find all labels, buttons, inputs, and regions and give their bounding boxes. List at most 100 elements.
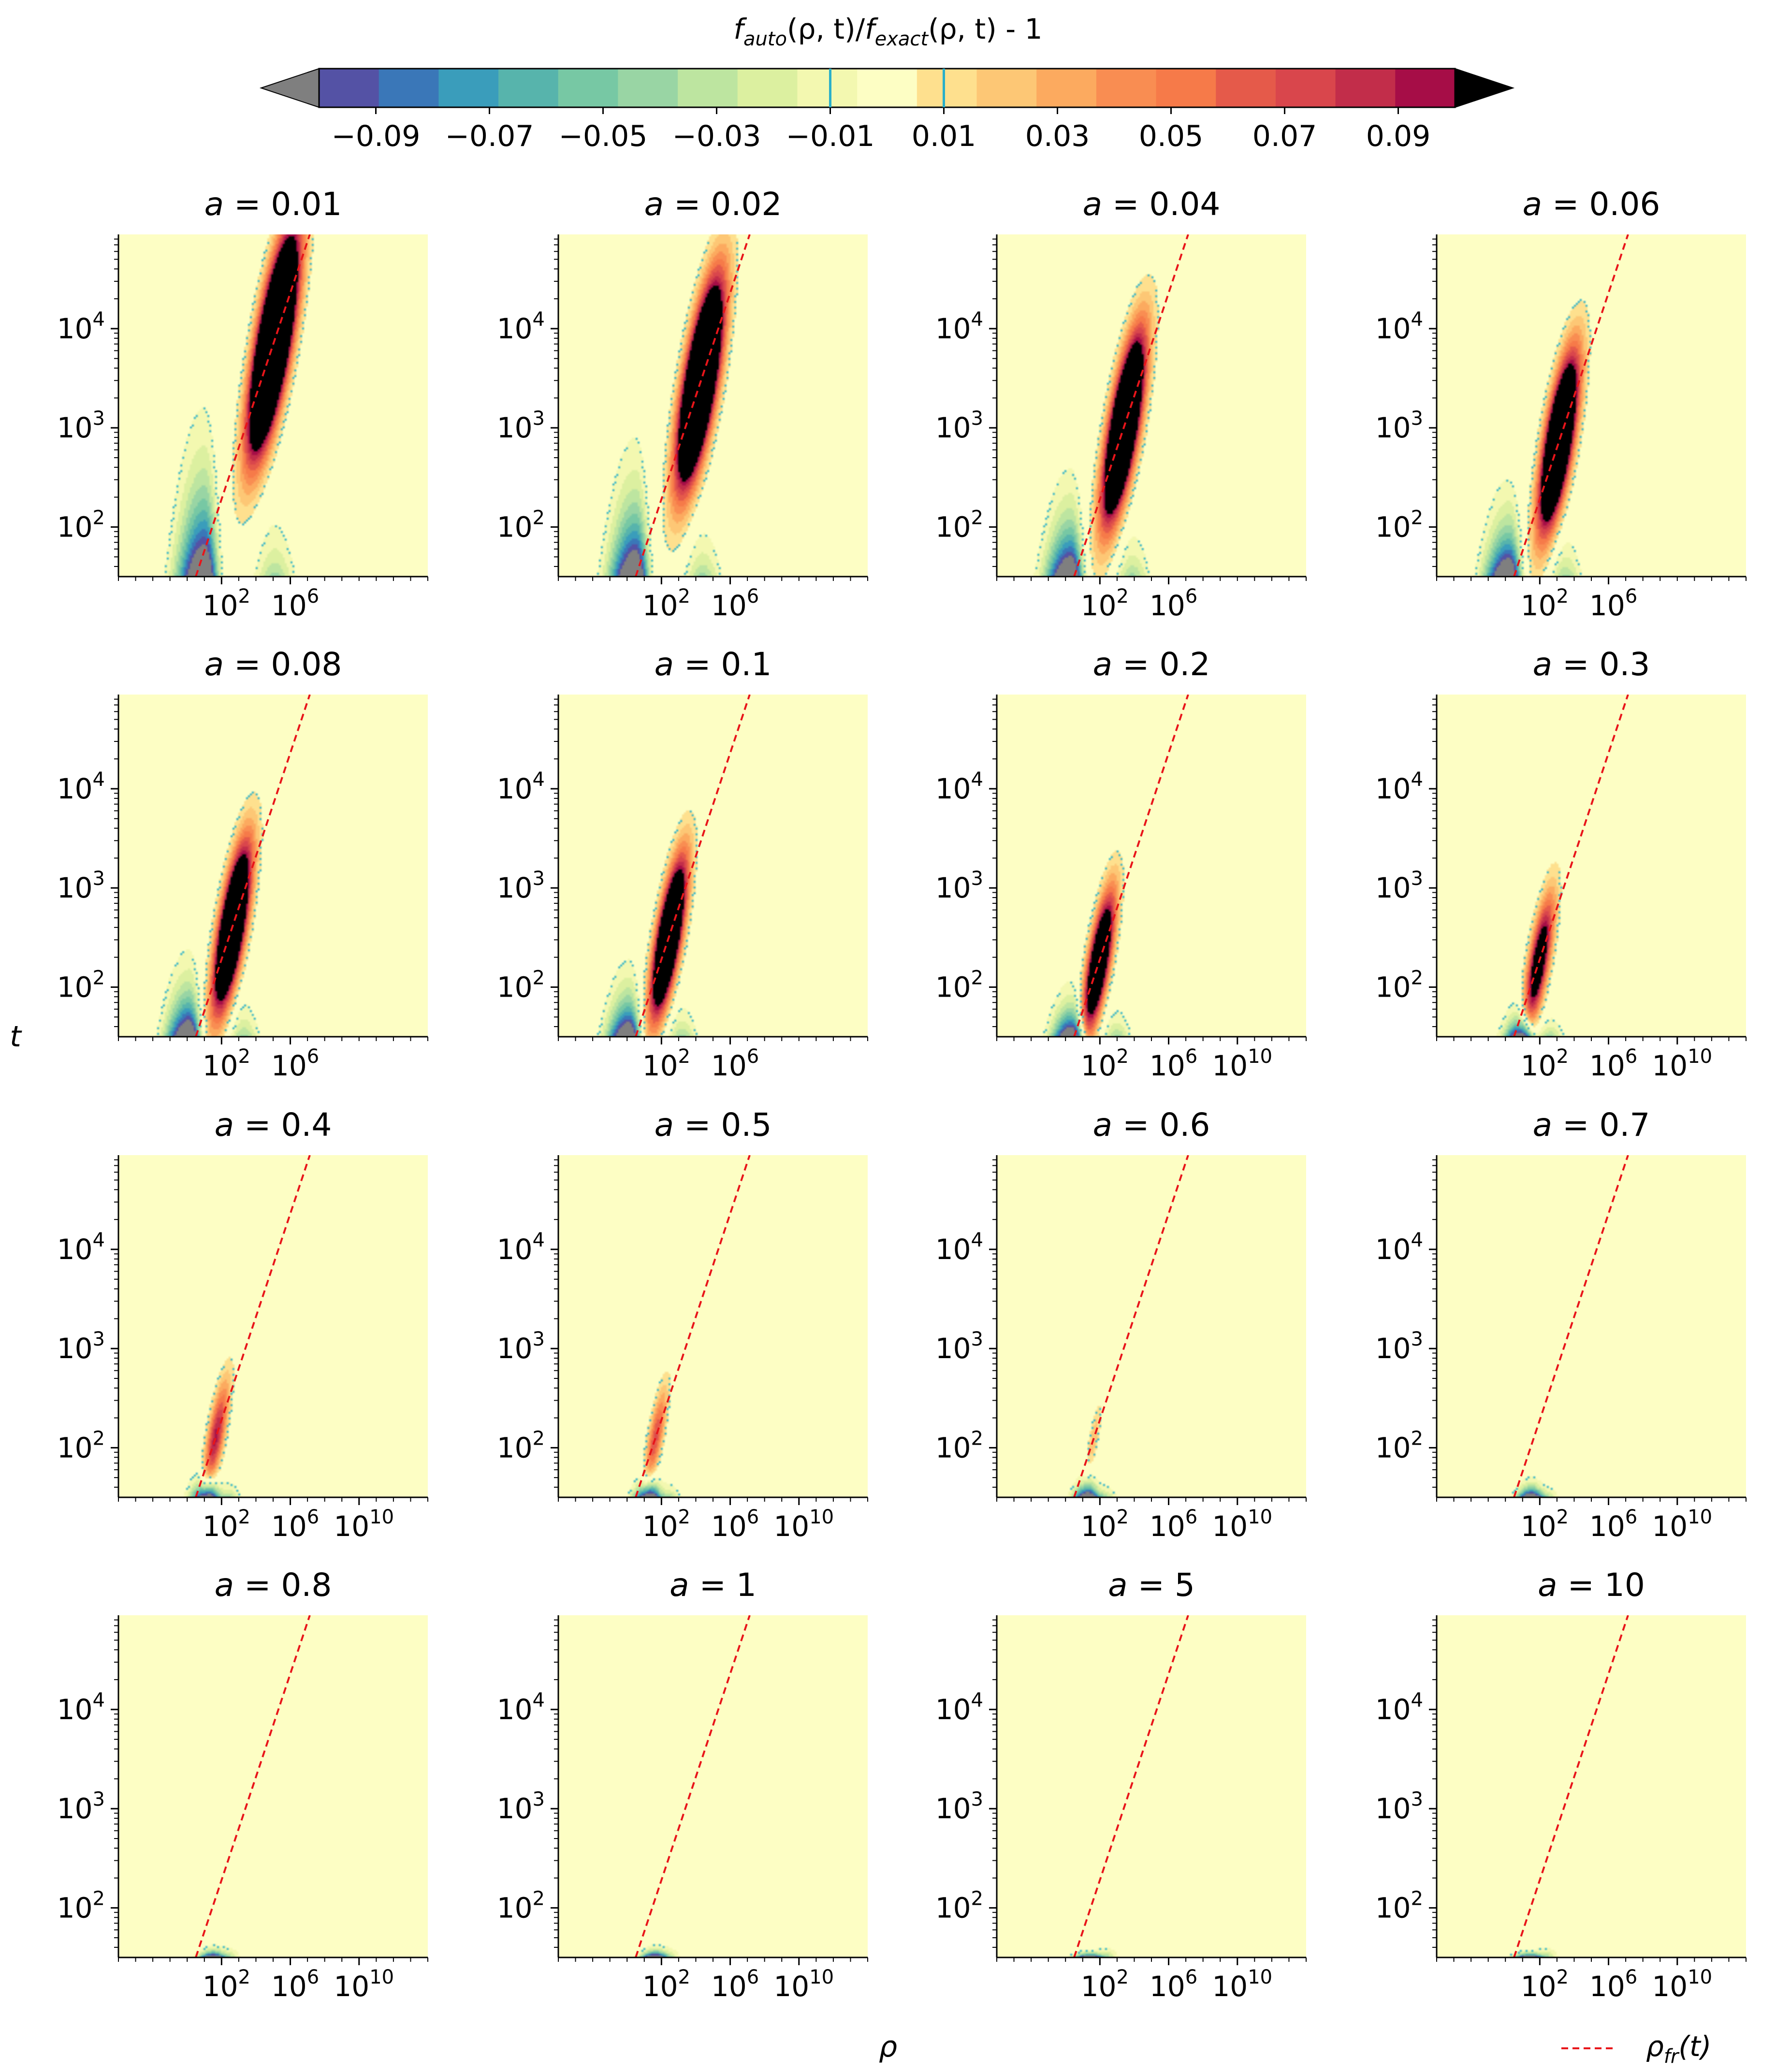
x-tick-label: 106 [271, 1506, 319, 1543]
x-tick-label: 1010 [1212, 1966, 1272, 2003]
x-tick-label: 1010 [1212, 1045, 1272, 1082]
colorbar-frame [318, 68, 1456, 108]
x-tick-label: 106 [271, 1045, 319, 1082]
x-tick-label: 106 [1150, 585, 1197, 622]
x-tick-label: 102 [203, 585, 250, 622]
panel-title: a = 0.06 [1523, 186, 1660, 223]
y-tick-label: 103 [1375, 1328, 1423, 1365]
colorbar-tick-label: 0.05 [1139, 119, 1204, 153]
x-tick-label: 106 [1150, 1045, 1197, 1082]
x-tick-label: 1010 [1652, 1506, 1712, 1543]
rho-fr-line [1073, 695, 1189, 1037]
colorbar-segment [1335, 69, 1396, 107]
y-tick-label: 103 [57, 868, 105, 904]
colorbar-tick-label: −0.03 [672, 119, 761, 153]
rho-fr-line [195, 1615, 311, 1957]
y-tick-label: 104 [497, 768, 545, 805]
panel-title: a = 0.8 [215, 1566, 332, 1604]
colorbar-segment [558, 69, 619, 107]
panel-title: a = 0.08 [204, 646, 342, 683]
colorbar-segment [678, 69, 738, 107]
colorbar-segment [857, 69, 917, 107]
x-tick-label: 106 [711, 1045, 759, 1082]
heatmap-raster [1437, 695, 1746, 1037]
x-tick-label: 106 [711, 1966, 759, 2003]
x-tick-label: 1010 [1212, 1506, 1272, 1543]
x-tick-label: 1010 [1652, 1045, 1712, 1082]
colorbar-tick-label: 0.01 [912, 119, 976, 153]
panel: a = 0.06 102 103 104 102 106 [1375, 186, 1747, 622]
y-tick-label: 103 [935, 407, 983, 444]
colorbar-segment [618, 69, 678, 107]
x-tick-label: 1010 [334, 1506, 394, 1543]
y-tick-label: 102 [57, 1887, 105, 1924]
panel: a = 0.08 102 103 104 102 106 [57, 646, 428, 1082]
y-tick-label: 103 [497, 868, 545, 904]
heatmap-raster [558, 695, 868, 1037]
x-tick-label: 102 [1081, 585, 1129, 622]
x-tick-label: 106 [1589, 585, 1637, 622]
x-tick-label: 106 [711, 1506, 759, 1543]
panel: a = 0.4 102 103 104 102 106 1010 [57, 1106, 428, 1543]
panel: a = 10 102 103 104 102 106 1010 [1375, 1566, 1747, 2003]
y-tick-label: 103 [935, 868, 983, 904]
x-tick-label: 106 [271, 585, 319, 622]
x-tick-label: 102 [1081, 1045, 1129, 1082]
x-tick-label: 102 [642, 1966, 690, 2003]
colorbar-segment [378, 69, 439, 107]
panel: a = 0.2 102 103 104 102 106 1010 [935, 646, 1307, 1082]
y-tick-label: 104 [935, 1229, 983, 1266]
y-tick-label: 102 [1375, 967, 1423, 1003]
heatmap-raster [118, 234, 428, 577]
x-tick-label: 102 [1081, 1506, 1129, 1543]
x-tick-label: 102 [1521, 1966, 1569, 2003]
colorbar-segment [797, 69, 858, 107]
panel-title: a = 0.2 [1093, 646, 1210, 683]
panel: a = 0.7 102 103 104 102 106 1010 [1375, 1106, 1747, 1543]
heatmap-raster [118, 695, 428, 1037]
colorbar-tick-label: 0.09 [1366, 119, 1431, 153]
x-tick-label: 102 [642, 1045, 690, 1082]
y-tick-label: 102 [497, 1887, 545, 1924]
y-tick-label: 103 [497, 1328, 545, 1365]
y-tick-label: 104 [935, 308, 983, 345]
rho-fr-line [635, 695, 751, 1037]
x-axis-label: ρ [879, 2030, 897, 2064]
heatmap-raster [997, 695, 1306, 1037]
rho-fr-line [1073, 234, 1189, 577]
rho-fr-line [635, 234, 751, 577]
y-tick-label: 103 [497, 1788, 545, 1825]
y-tick-label: 103 [935, 1788, 983, 1825]
y-tick-label: 102 [1375, 1427, 1423, 1464]
panel-title: a = 10 [1538, 1566, 1645, 1604]
colorbar-title: fauto(ρ, t)/fexact(ρ, t) - 1 [734, 13, 1043, 50]
panel: a = 0.1 102 103 104 102 106 [497, 646, 868, 1082]
y-tick-label: 102 [935, 507, 983, 543]
heatmap-raster [1437, 234, 1746, 577]
rho-fr-line [635, 1155, 751, 1497]
legend: ρfr(t) [1561, 2030, 1711, 2068]
x-tick-label: 106 [711, 585, 759, 622]
rho-fr-line [1073, 1615, 1189, 1957]
panel: a = 0.01 102 103 104 102 106 [57, 186, 428, 622]
legend-label: ρfr(t) [1646, 2030, 1711, 2068]
y-tick-label: 103 [497, 407, 545, 444]
heatmap-raster [1437, 1155, 1746, 1497]
y-tick-label: 102 [497, 1427, 545, 1464]
heatmap-raster [118, 1615, 428, 1957]
y-tick-label: 102 [935, 967, 983, 1003]
panel-title: a = 0.4 [215, 1106, 332, 1144]
y-tick-label: 102 [935, 1887, 983, 1924]
y-tick-label: 103 [57, 1788, 105, 1825]
colorbar-segment [438, 69, 499, 107]
x-tick-label: 102 [1521, 1506, 1569, 1543]
colorbar-tick-label: 0.07 [1252, 119, 1317, 153]
y-tick-label: 104 [57, 1229, 105, 1266]
panel: a = 5 102 103 104 102 106 1010 [935, 1566, 1307, 2003]
colorbar-tick-label: −0.05 [559, 119, 648, 153]
colorbar-tick-label: −0.01 [786, 119, 875, 153]
heatmap-raster [558, 1615, 868, 1957]
y-tick-label: 102 [1375, 507, 1423, 543]
x-tick-label: 1010 [773, 1966, 834, 2003]
